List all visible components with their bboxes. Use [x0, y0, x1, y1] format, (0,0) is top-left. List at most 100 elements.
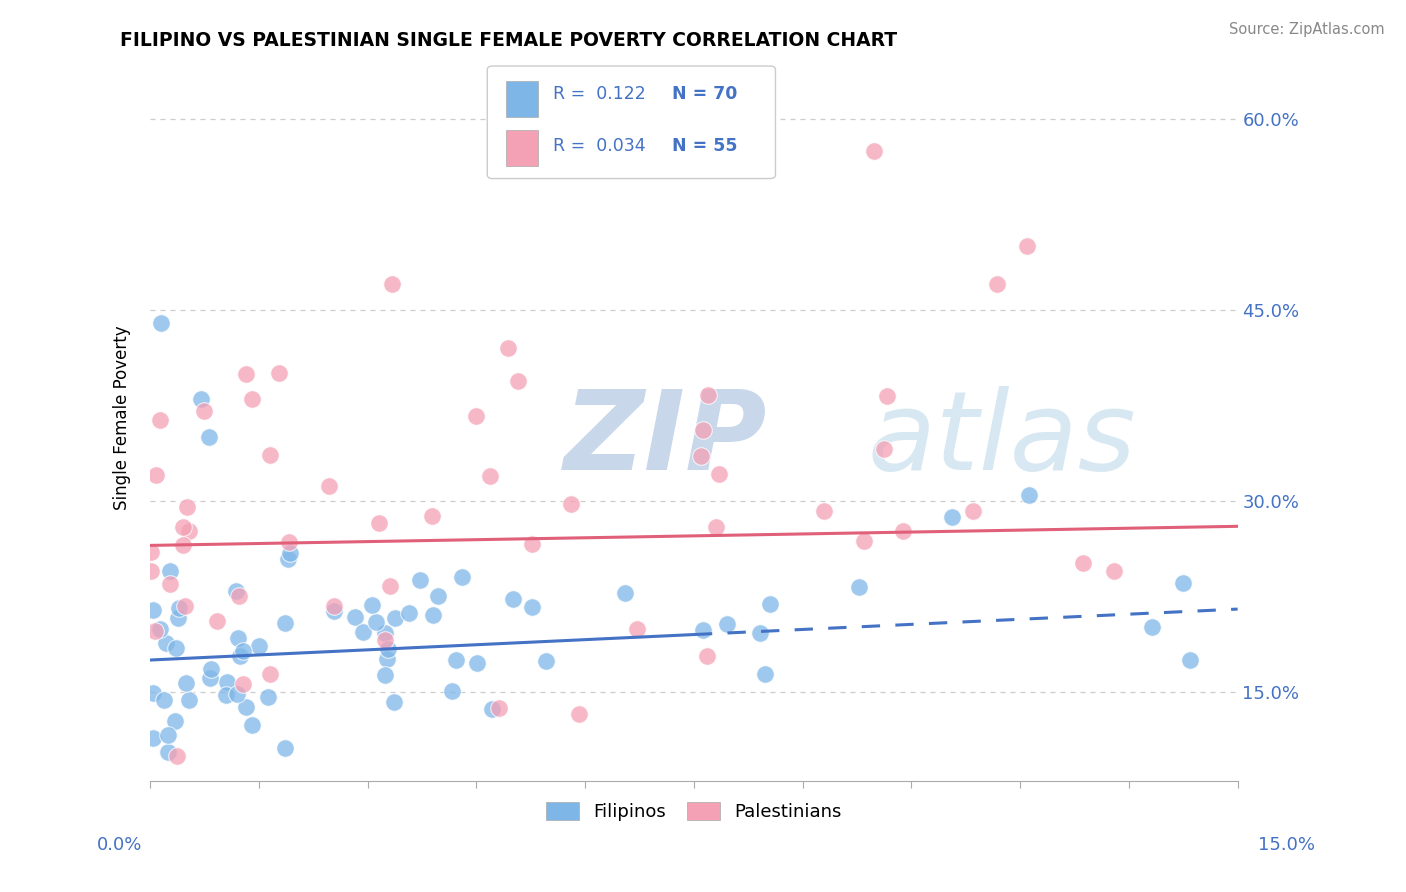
Point [323, 604, 346, 618]
Point [613, 586, 636, 600]
Point [157, 728, 180, 742]
Point [374, 625, 396, 640]
Point [1178, 653, 1201, 667]
Text: N = 70: N = 70 [672, 85, 738, 103]
Point [465, 409, 488, 423]
FancyBboxPatch shape [506, 81, 538, 117]
Point [200, 662, 222, 676]
Point [344, 610, 367, 624]
Point [862, 144, 884, 158]
Point [274, 740, 297, 755]
Point [177, 524, 200, 538]
Point [398, 606, 420, 620]
Point [163, 714, 186, 728]
Point [193, 404, 215, 418]
Point [166, 748, 188, 763]
Point [502, 592, 524, 607]
Point [848, 580, 870, 594]
Point [179, 692, 201, 706]
Point [986, 277, 1008, 292]
Point [159, 564, 181, 578]
Point [1102, 564, 1125, 578]
Point [1018, 488, 1040, 502]
Point [145, 468, 167, 483]
Point [378, 578, 401, 592]
Point [142, 686, 165, 700]
FancyBboxPatch shape [506, 130, 538, 167]
Point [173, 599, 195, 614]
Point [853, 534, 876, 549]
Point [235, 367, 257, 381]
Point [488, 701, 510, 715]
Point [891, 524, 914, 538]
Point [375, 652, 398, 666]
Point [626, 622, 648, 636]
Point [813, 504, 835, 518]
Point [361, 598, 384, 612]
Point [381, 277, 404, 292]
Point [274, 616, 297, 631]
Point [409, 573, 432, 587]
Point [215, 688, 238, 702]
Point [377, 642, 399, 657]
Point [198, 671, 221, 685]
Point [716, 617, 738, 632]
Point [269, 367, 291, 381]
Point [697, 388, 720, 402]
Point [174, 676, 197, 690]
Point [520, 536, 543, 550]
Point [690, 449, 713, 463]
Point [167, 611, 190, 625]
Text: 0.0%: 0.0% [97, 836, 142, 854]
Point [754, 667, 776, 681]
FancyBboxPatch shape [488, 66, 776, 178]
Point [157, 745, 180, 759]
Point [1173, 576, 1195, 591]
Point [257, 690, 280, 704]
Text: Source: ZipAtlas.com: Source: ZipAtlas.com [1229, 22, 1385, 37]
Point [172, 520, 194, 534]
Point [190, 392, 212, 406]
Text: N = 55: N = 55 [672, 137, 738, 155]
Point [240, 717, 263, 731]
Point [149, 413, 172, 427]
Point [560, 497, 582, 511]
Point [169, 601, 191, 615]
Point [368, 516, 391, 530]
Point [225, 584, 247, 599]
Point [176, 500, 198, 514]
Point [159, 577, 181, 591]
Point [520, 600, 543, 615]
Point [232, 644, 254, 658]
Point [141, 545, 163, 559]
Point [353, 624, 375, 639]
Point [259, 449, 281, 463]
Point [364, 615, 387, 629]
Point [374, 632, 396, 647]
Point [478, 468, 501, 483]
Point [1015, 239, 1038, 253]
Point [759, 598, 782, 612]
Point [446, 653, 468, 667]
Point [568, 706, 591, 721]
Text: R =  0.122: R = 0.122 [553, 85, 645, 103]
Point [197, 430, 219, 444]
Point [467, 656, 489, 670]
Point [235, 699, 257, 714]
Point [451, 570, 474, 584]
Point [496, 341, 519, 355]
Point [153, 693, 176, 707]
Point [142, 603, 165, 617]
Point [247, 639, 270, 653]
Point [142, 731, 165, 745]
Point [232, 677, 254, 691]
Point [709, 467, 731, 481]
Point [228, 589, 250, 603]
Legend: Filipinos, Palestinians: Filipinos, Palestinians [541, 797, 848, 826]
Point [873, 442, 896, 456]
Text: ZIP: ZIP [564, 386, 766, 493]
Point [228, 631, 250, 645]
Point [278, 534, 301, 549]
Point [277, 552, 299, 566]
Point [259, 666, 281, 681]
